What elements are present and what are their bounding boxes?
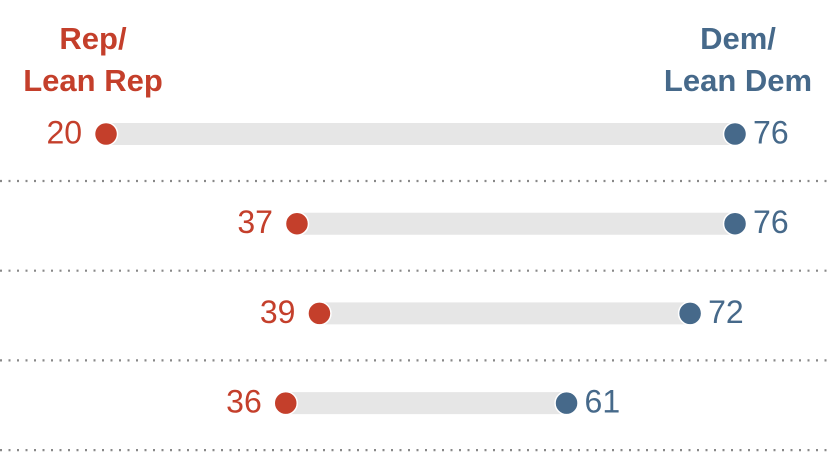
dot — [284, 211, 310, 236]
dot — [93, 121, 119, 147]
dot — [273, 390, 299, 416]
dot — [722, 121, 748, 147]
value-label: 61 — [585, 384, 621, 420]
value-label: 36 — [226, 384, 262, 420]
value-label: 37 — [237, 204, 273, 240]
value-label: 76 — [753, 204, 789, 240]
value-label: 76 — [753, 114, 789, 150]
dot — [677, 301, 703, 326]
dot — [307, 301, 332, 326]
dot — [722, 211, 748, 236]
legend-entry: Dem/ Lean Dem — [663, 21, 813, 98]
value-label: 72 — [708, 294, 744, 330]
dot — [554, 390, 579, 416]
value-label: 20 — [46, 114, 82, 150]
legend-entry: Rep/ Lean Rep — [23, 21, 163, 98]
value-label: 39 — [260, 294, 296, 330]
